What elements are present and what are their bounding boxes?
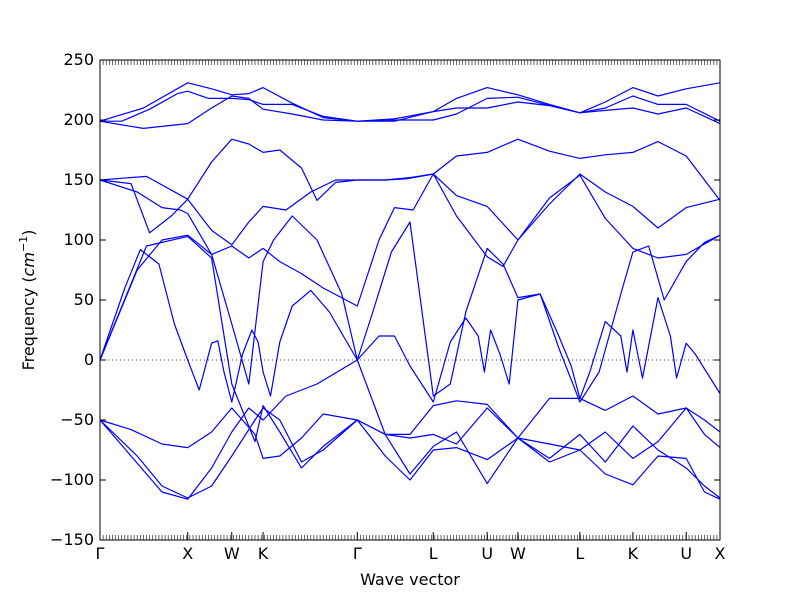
x-tick-label: U <box>680 544 692 563</box>
band-line-7 <box>99 249 721 403</box>
x-tick-label: U <box>481 544 493 563</box>
x-tick-label: K <box>628 544 639 563</box>
x-tick-label: W <box>510 544 526 563</box>
y-tick-label: −50 <box>60 410 94 429</box>
band-line-6 <box>99 173 721 307</box>
x-tick-label: Γ <box>96 544 105 563</box>
band-line-9 <box>99 235 721 469</box>
band-line-10 <box>99 407 721 459</box>
x-tick-label: L <box>429 544 438 563</box>
y-tick-label: 50 <box>74 290 94 309</box>
band-line-11 <box>99 407 721 500</box>
band-line-2 <box>99 82 721 122</box>
y-tick-label: −100 <box>50 470 94 489</box>
x-tick-label: Γ <box>353 544 362 563</box>
y-tick-label: 100 <box>63 230 94 249</box>
y-tick-label: −150 <box>50 530 94 549</box>
y-axis-label: Frequency (cm−1) <box>17 230 38 371</box>
band-line-8 <box>99 215 721 403</box>
series-layer <box>99 82 721 500</box>
x-tick-label: W <box>224 544 240 563</box>
y-tick-label: 0 <box>84 350 94 369</box>
band-line-5 <box>99 173 721 246</box>
y-tick-label: 250 <box>63 50 94 69</box>
x-tick-label: X <box>182 544 193 563</box>
plot-frame <box>99 59 721 541</box>
y-tick-label: 150 <box>63 170 94 189</box>
band-line-12 <box>99 359 721 500</box>
x-tick-label: X <box>715 544 726 563</box>
x-tick-label: K <box>258 544 269 563</box>
x-tick-label: L <box>575 544 584 563</box>
x-axis-label: Wave vector <box>360 570 460 589</box>
y-tick-label: 200 <box>63 110 94 129</box>
band-line-3 <box>99 95 721 129</box>
